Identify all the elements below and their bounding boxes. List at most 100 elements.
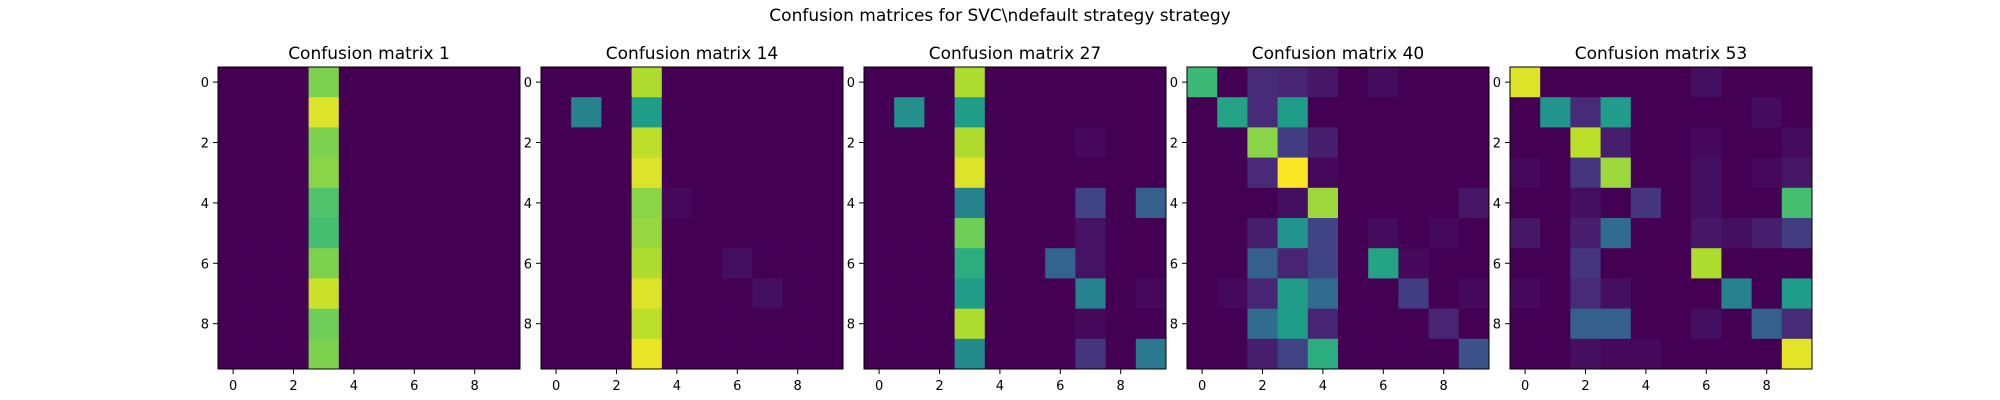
heatmap-cell [1045,248,1076,279]
heatmap-cell [812,97,844,128]
heatmap-cell [1751,278,1783,309]
heatmap-cell [369,308,400,340]
heatmap-cell [218,187,249,219]
heatmap-cell [1661,67,1692,98]
heatmap-cell [459,278,491,309]
heatmap-cell [429,67,460,98]
heatmap-cell [631,127,663,158]
heatmap-cell [984,218,1016,249]
panel-title: Confusion matrix 53 [1575,44,1747,64]
heatmap-cell [1135,157,1167,189]
heatmap-cell [782,218,814,249]
heatmap-cell [308,127,340,158]
heatmap-cell [541,308,572,340]
heatmap-cell [1307,187,1339,219]
heatmap-cell [459,97,491,128]
heatmap-cell [1721,157,1752,189]
heatmap-cell [429,187,460,219]
heatmap-cell [1721,308,1752,340]
heatmap-cell [338,218,370,249]
heatmap-cell [1600,248,1632,279]
heatmap-cell [248,338,279,370]
heatmap-cell [1540,248,1571,279]
heatmap-cell [1247,97,1278,128]
heatmap-cell [571,157,602,189]
heatmap-cell [601,67,632,98]
heatmap-cell [894,97,925,128]
heatmap-cell [489,97,521,128]
y-tick-label: 8 [201,318,209,333]
heatmap-cell [1105,67,1137,98]
figure-title: Confusion matrices for SVC\ndefault stra… [769,6,1230,26]
heatmap-cell [631,338,663,370]
heatmap-cell [1015,97,1046,128]
heatmap-cell [1510,97,1541,128]
heatmap-cell [1105,248,1137,279]
x-tick-label: 2 [1258,379,1266,394]
heatmap-cell [782,308,814,340]
heatmap-cell [1247,338,1278,370]
heatmap-cell [308,157,340,189]
heatmap-cell [1105,308,1137,340]
heatmap-cell [1015,157,1046,189]
heatmap-cell [1368,97,1399,128]
heatmap-cell [1540,218,1571,249]
heatmap-cell [782,127,814,158]
heatmap-cell [459,157,491,189]
heatmap-cell [752,248,783,279]
heatmap-cell [1247,127,1278,158]
heatmap-cell [489,308,521,340]
heatmap-cell [954,338,986,370]
x-tick-label: 8 [471,379,479,394]
heatmap-cell [1247,248,1278,279]
heatmap-cell [1630,67,1662,98]
heatmap-cell [601,127,632,158]
heatmap-cell [1075,67,1106,98]
heatmap-cell [812,278,844,309]
heatmap-cell [248,97,279,128]
heatmap-cell [1045,157,1076,189]
heatmap-cell [1307,218,1339,249]
heatmap-cell [1781,338,1813,370]
heatmap-cell [1781,308,1813,340]
heatmap-cell [1510,338,1541,370]
heatmap-cell [1398,127,1429,158]
x-tick-label: 2 [935,379,943,394]
heatmap-cell [1751,308,1783,340]
heatmap-cell [924,127,955,158]
heatmap-cell [924,97,955,128]
heatmap-cell [1187,157,1218,189]
heatmap-cell [1428,308,1460,340]
heatmap-cell [661,308,693,340]
heatmap-cell [752,67,783,98]
heatmap-cell [1015,338,1046,370]
heatmap-cell [1751,127,1783,158]
heatmap-cell [541,157,572,189]
heatmap-cell [864,67,895,98]
heatmap-cell [954,187,986,219]
heatmap-cell [1630,97,1662,128]
heatmap-cell [692,218,723,249]
heatmap-cell [1691,157,1722,189]
heatmap-cell [338,308,370,340]
heatmap-cell [541,127,572,158]
heatmap-cell [1398,308,1429,340]
heatmap-cell [278,308,309,340]
x-tick-label: 2 [289,379,297,394]
heatmap-cell [308,278,340,309]
heatmap-cell [812,248,844,279]
heatmap-cell [429,97,460,128]
heatmap-cell [571,308,602,340]
heatmap-cell [1015,127,1046,158]
heatmap-cell [722,248,753,279]
y-tick-label: 4 [524,197,532,212]
panel-title: Confusion matrix 1 [288,44,450,64]
heatmap-cell [1510,278,1541,309]
heatmap-cell [1398,218,1429,249]
heatmap-cell [1691,187,1722,219]
heatmap-cell [1187,308,1218,340]
heatmap-cell [1277,308,1309,340]
heatmap-cell [1781,127,1813,158]
heatmap-cell [924,248,955,279]
